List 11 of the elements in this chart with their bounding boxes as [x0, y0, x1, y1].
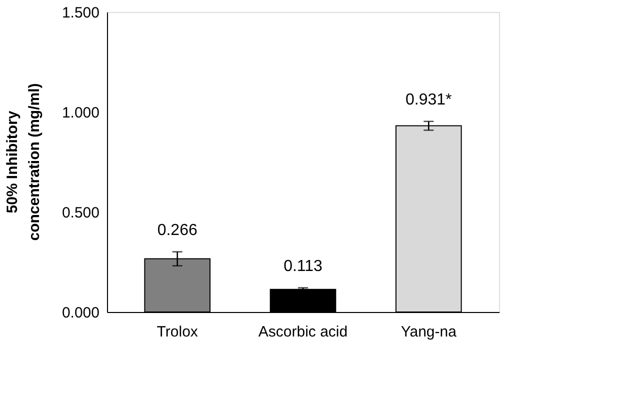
y-axis-title: 50% Inhibitory concentration (mg/ml)	[4, 83, 43, 241]
data-label: 0.931*	[406, 91, 452, 108]
x-tick-label: Ascorbic acid	[258, 324, 348, 340]
data-label: 0.113	[284, 258, 323, 275]
y-tick-label: 0.000	[62, 304, 100, 322]
data-label: 0.266	[157, 222, 198, 239]
y-tick-label: 1.000	[62, 104, 100, 122]
y-tick-label: 1.500	[62, 4, 100, 22]
y-tick-label: 0.500	[62, 204, 100, 222]
x-tick-label: Yang-na	[400, 324, 458, 340]
x-tick-label: Trolox	[156, 324, 198, 340]
